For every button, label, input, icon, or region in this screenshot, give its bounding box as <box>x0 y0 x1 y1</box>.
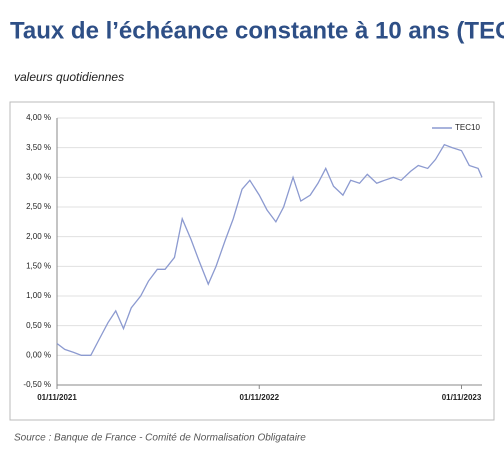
source: Source : Banque de France - Comité de No… <box>14 433 306 444</box>
y-tick-label: 3,50 % <box>26 143 51 152</box>
line-series <box>56 143 483 356</box>
x-tick-label: 01/11/2021 <box>37 393 77 402</box>
y-tick-label: 0,00 % <box>26 350 51 359</box>
chart-frame <box>9 101 495 421</box>
y-tick-label: 3,00 % <box>26 172 51 181</box>
chart-title: Taux de l’échéance constante à 10 ans (T… <box>10 17 504 44</box>
y-tick-label: 4,00 % <box>26 113 51 122</box>
y-tick-label: 1,00 % <box>26 291 51 300</box>
y-tick-label: 0,50 % <box>26 321 51 330</box>
y-tick-label: 1,50 % <box>26 261 51 270</box>
y-tick-label: 2,50 % <box>26 202 51 211</box>
x-tick-label: 01/11/2022 <box>239 393 279 402</box>
x-tick-label: 01/11/2023 <box>442 393 482 402</box>
y-tick-label: -0,50 % <box>23 380 51 389</box>
chart-subtitle: valeurs quotidiennes <box>14 70 124 84</box>
y-tick-label: 2,00 % <box>26 232 51 241</box>
legend-label: TEC10 <box>455 123 480 132</box>
